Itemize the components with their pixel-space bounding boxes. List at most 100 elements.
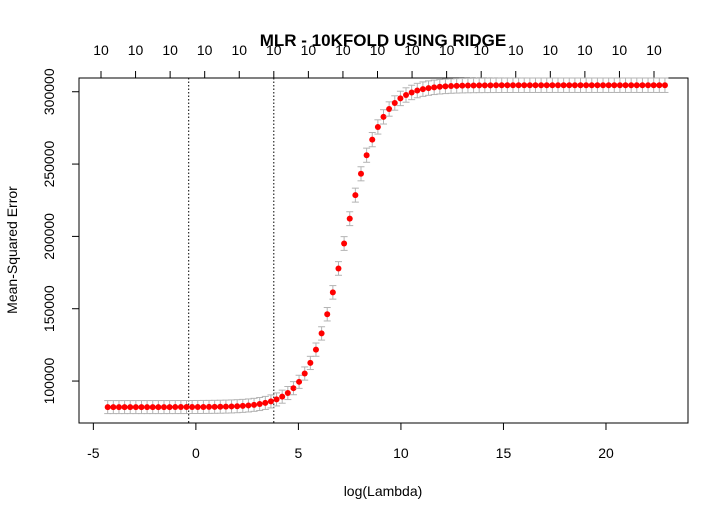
- top-tick-label: 10: [335, 42, 351, 58]
- y-tick-label: 200000: [41, 213, 57, 260]
- data-point: [633, 82, 640, 89]
- data-point: [374, 123, 381, 130]
- data-point: [661, 82, 668, 89]
- data-point: [138, 404, 145, 411]
- top-tick-label: 10: [162, 42, 178, 58]
- data-point: [526, 82, 533, 89]
- y-tick-label: 150000: [41, 285, 57, 332]
- data-point: [144, 404, 151, 411]
- data-point: [200, 403, 207, 410]
- data-point: [284, 390, 291, 397]
- y-tick-label: 100000: [41, 357, 57, 404]
- data-point: [234, 403, 241, 410]
- top-tick-label: 10: [404, 42, 420, 58]
- data-point: [324, 311, 331, 318]
- data-point: [160, 404, 167, 411]
- data-point: [425, 85, 432, 92]
- data-point: [228, 403, 235, 410]
- data-point: [369, 136, 376, 143]
- data-point: [296, 378, 303, 385]
- data-point: [357, 170, 364, 177]
- top-tick-label: 10: [370, 42, 386, 58]
- data-point: [470, 82, 477, 89]
- data-point: [487, 82, 494, 89]
- x-tick-label: 0: [192, 445, 200, 461]
- data-point: [256, 401, 263, 408]
- data-point: [391, 99, 398, 106]
- data-point: [448, 83, 455, 90]
- y-tick-label: 300000: [41, 68, 57, 115]
- data-point: [194, 403, 201, 410]
- data-point: [380, 113, 387, 120]
- data-point: [132, 404, 139, 411]
- data-point: [267, 398, 274, 405]
- data-point: [577, 82, 584, 89]
- data-point: [312, 346, 319, 353]
- data-point: [554, 82, 561, 89]
- data-point: [222, 403, 229, 410]
- data-point: [217, 403, 224, 410]
- data-point: [307, 359, 314, 366]
- data-point: [318, 330, 325, 337]
- data-point: [262, 399, 269, 406]
- data-point: [628, 82, 635, 89]
- data-point: [386, 106, 393, 113]
- data-point: [104, 404, 111, 411]
- data-point: [600, 82, 607, 89]
- top-tick-label: 10: [646, 42, 662, 58]
- data-point: [403, 92, 410, 99]
- data-point: [532, 82, 539, 89]
- top-tick-label: 10: [612, 42, 628, 58]
- data-point: [189, 404, 196, 411]
- data-point: [290, 385, 297, 392]
- data-point: [538, 82, 545, 89]
- data-point: [549, 82, 556, 89]
- data-point: [273, 396, 280, 403]
- top-tick-label: 10: [197, 42, 213, 58]
- top-tick-label: 10: [577, 42, 593, 58]
- top-tick-label: 10: [473, 42, 489, 58]
- data-point: [481, 82, 488, 89]
- data-point: [436, 83, 443, 90]
- top-tick-label: 10: [439, 42, 455, 58]
- data-point: [397, 95, 404, 102]
- data-point: [442, 83, 449, 90]
- data-point: [560, 82, 567, 89]
- data-point: [279, 393, 286, 400]
- data-point: [414, 87, 421, 94]
- data-point: [206, 403, 213, 410]
- data-point: [650, 82, 657, 89]
- data-point: [211, 403, 218, 410]
- data-point: [605, 82, 612, 89]
- data-point: [498, 82, 505, 89]
- data-point: [251, 401, 258, 408]
- x-tick-label: 15: [496, 445, 512, 461]
- data-point: [110, 404, 117, 411]
- data-point: [346, 215, 353, 222]
- x-tick-label: -5: [87, 445, 100, 461]
- data-point: [177, 404, 184, 411]
- data-point: [239, 402, 246, 409]
- data-point: [521, 82, 528, 89]
- data-point: [115, 404, 122, 411]
- data-point: [639, 82, 646, 89]
- data-point: [363, 152, 370, 159]
- plot-frame: [78, 77, 689, 424]
- data-point: [493, 82, 500, 89]
- data-point: [464, 82, 471, 89]
- data-point: [459, 82, 466, 89]
- data-point: [127, 404, 134, 411]
- data-point: [543, 82, 550, 89]
- data-point: [335, 265, 342, 272]
- data-point: [121, 404, 128, 411]
- data-point: [583, 82, 590, 89]
- data-point: [431, 84, 438, 91]
- data-point: [149, 404, 156, 411]
- data-point: [329, 289, 336, 296]
- data-point: [509, 82, 516, 89]
- data-point: [155, 404, 162, 411]
- data-point: [408, 89, 415, 96]
- data-point: [183, 404, 190, 411]
- data-point: [622, 82, 629, 89]
